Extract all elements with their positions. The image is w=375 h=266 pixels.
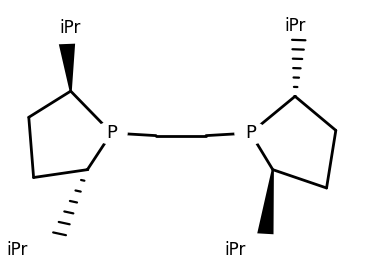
Circle shape [235, 122, 266, 144]
Text: P: P [106, 124, 117, 142]
Circle shape [96, 122, 127, 144]
Text: iPr: iPr [60, 19, 81, 37]
Text: iPr: iPr [284, 17, 305, 35]
Text: iPr: iPr [225, 240, 246, 259]
Polygon shape [257, 170, 274, 234]
Polygon shape [59, 44, 75, 91]
Text: P: P [245, 124, 256, 142]
Text: iPr: iPr [6, 240, 28, 259]
